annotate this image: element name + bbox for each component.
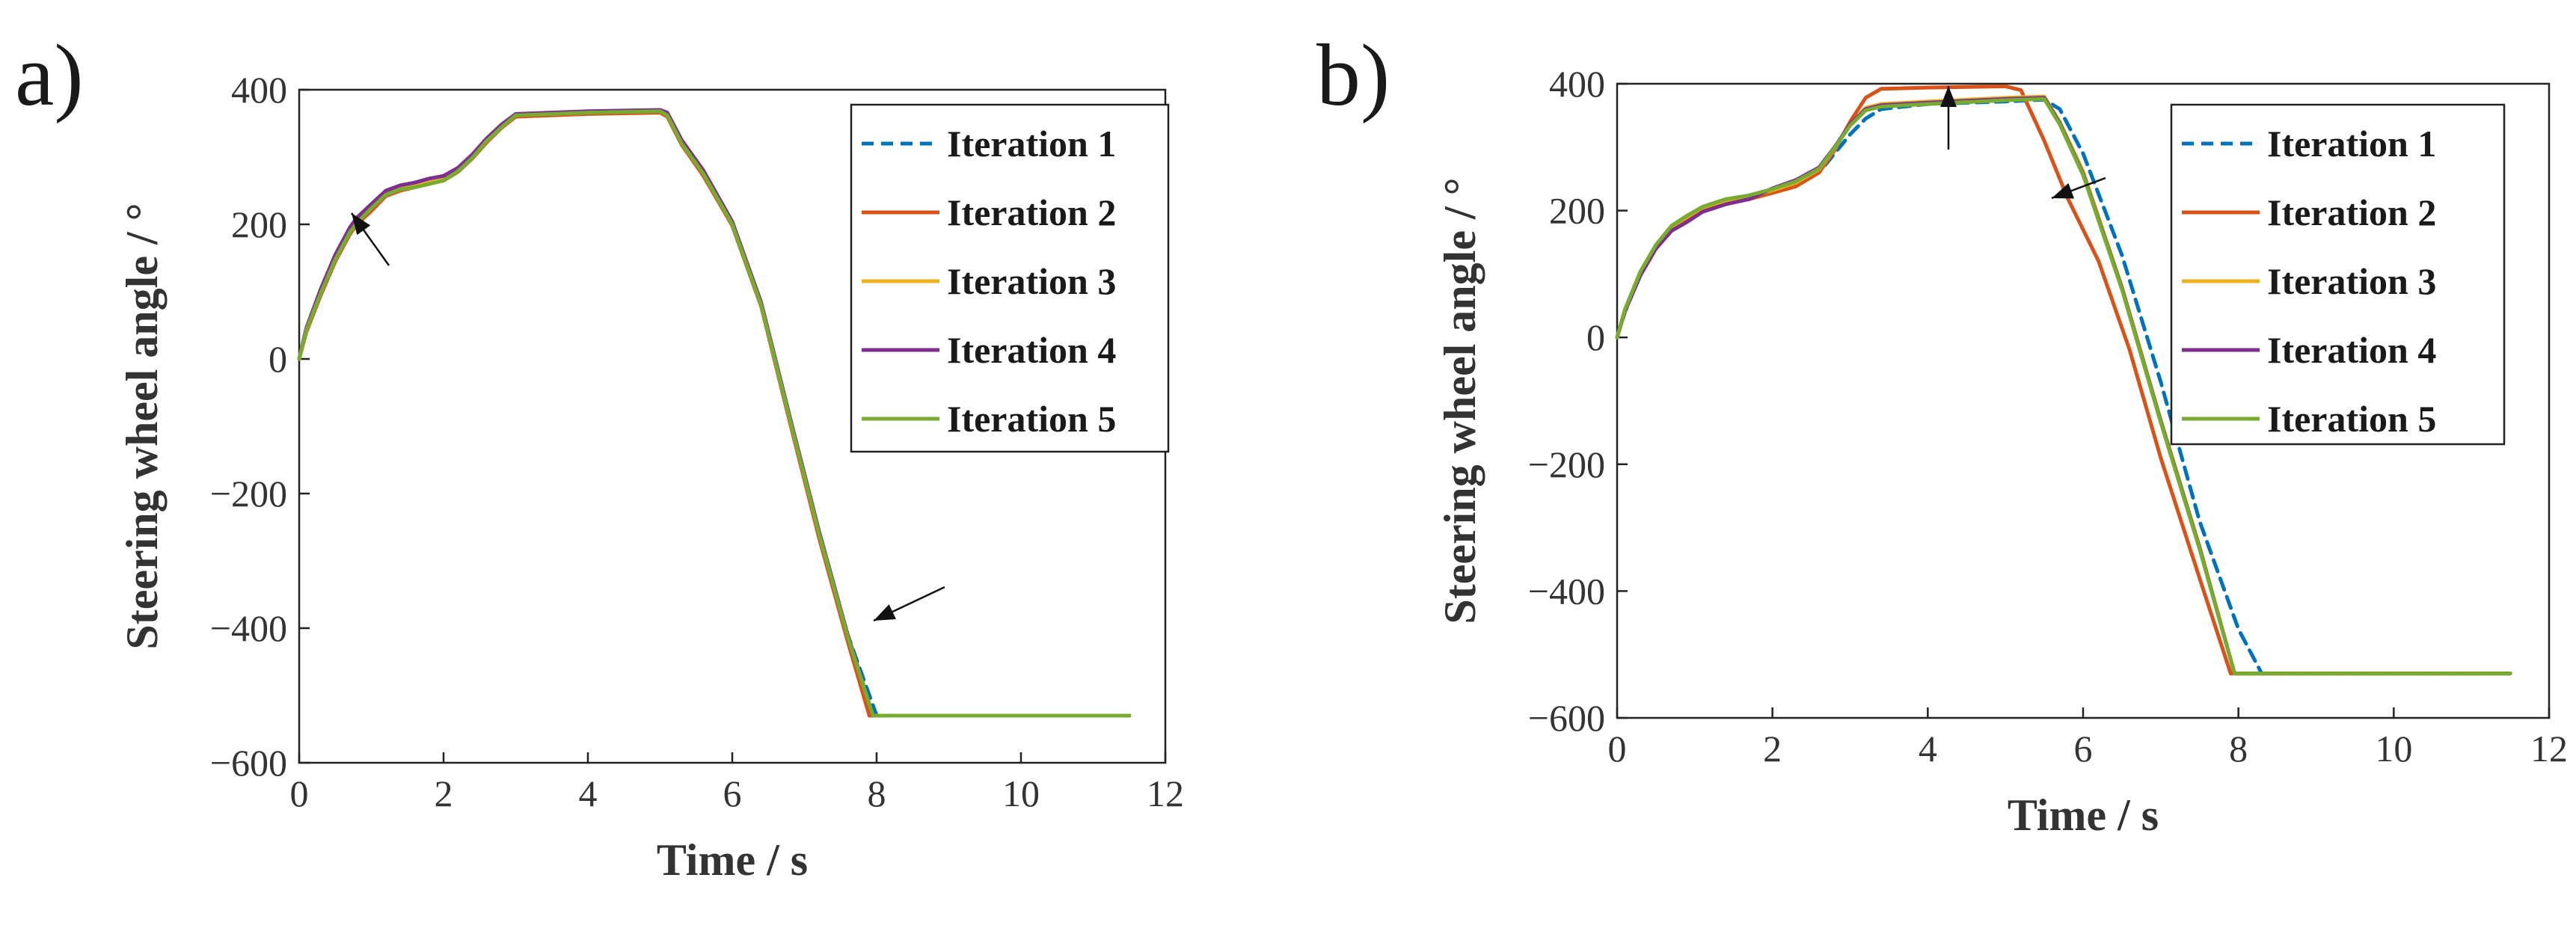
y-tick-label: 200 (1549, 190, 1605, 232)
x-tick-label: 0 (290, 772, 309, 814)
x-tick-label: 10 (1002, 772, 1040, 814)
x-tick-label: 8 (2229, 728, 2248, 769)
legend-entry-iteration-1: Iteration 1 (947, 123, 1116, 165)
legend-entry-iteration-5: Iteration 5 (2267, 398, 2436, 440)
legend-entry-iteration-1: Iteration 1 (2267, 123, 2436, 165)
legend-entry-iteration-3: Iteration 3 (947, 260, 1116, 302)
x-tick-label: 4 (579, 772, 598, 814)
x-tick-label: 6 (723, 772, 742, 814)
y-tick-label: −400 (210, 607, 287, 649)
y-tick-label: −400 (1528, 570, 1605, 612)
annotation-arrowhead (352, 213, 371, 236)
legend-entry-iteration-5: Iteration 5 (947, 398, 1116, 440)
x-axis-label: Time / s (657, 835, 808, 885)
y-tick-label: 0 (1586, 316, 1605, 358)
legend-entry-iteration-4: Iteration 4 (947, 329, 1116, 371)
panel-label: b) (1316, 26, 1390, 124)
legend-box (2170, 103, 2506, 446)
x-axis-label: Time / s (2008, 790, 2159, 840)
y-tick-label: −200 (1528, 443, 1605, 485)
y-axis-label: Steering wheel angle / ° (117, 203, 167, 649)
chart-panel-b: b) 0 2 4 6 8 10 12 400 200 0 −200 −400 −600 Time / s St… (1316, 26, 2568, 840)
legend: Iteration 1 Iteration 2 Iteration 3 Iterati… (850, 103, 1170, 453)
y-tick-label: −200 (210, 473, 287, 514)
legend-entry-iteration-2: Iteration 2 (947, 191, 1116, 233)
legend-entry-iteration-2: Iteration 2 (2267, 191, 2436, 233)
legend-box (850, 103, 1170, 453)
y-tick-label: 400 (1549, 63, 1605, 105)
y-tick-label: 400 (231, 69, 287, 111)
series-line-iteration-5 (1615, 96, 2512, 676)
x-tick-label: 6 (2074, 728, 2093, 769)
panel-label: a) (15, 26, 84, 124)
chart-panel-a: a) 0 2 4 6 8 10 12 400 200 0 −200 −400 −600 Time / s St… (15, 26, 1184, 885)
y-axis-label: Steering wheel angle / ° (1435, 177, 1485, 624)
y-tick-label: 0 (269, 338, 287, 380)
y-tick-label: −600 (210, 742, 287, 784)
x-tick-label: 4 (1919, 728, 1937, 769)
legend-entry-iteration-3: Iteration 3 (2267, 260, 2436, 302)
x-tick-label: 0 (1608, 728, 1627, 769)
legend-entry-iteration-4: Iteration 4 (2267, 329, 2436, 371)
x-tick-label: 2 (1763, 728, 1782, 769)
y-tick-label: 200 (231, 203, 287, 245)
x-tick-label: 2 (435, 772, 453, 814)
x-tick-label: 12 (2530, 728, 2568, 769)
x-tick-label: 10 (2375, 728, 2412, 769)
annotation-arrowhead (874, 604, 896, 621)
x-tick-label: 8 (868, 772, 886, 814)
x-tick-label: 12 (1147, 772, 1184, 814)
legend: Iteration 1 Iteration 2 Iteration 3 Iterati… (2170, 103, 2506, 446)
y-tick-label: −600 (1528, 697, 1605, 739)
annotation-arrowhead (2052, 182, 2075, 199)
annotation-arrowhead (1940, 86, 1957, 107)
series-line-iteration-1 (1615, 97, 2512, 676)
